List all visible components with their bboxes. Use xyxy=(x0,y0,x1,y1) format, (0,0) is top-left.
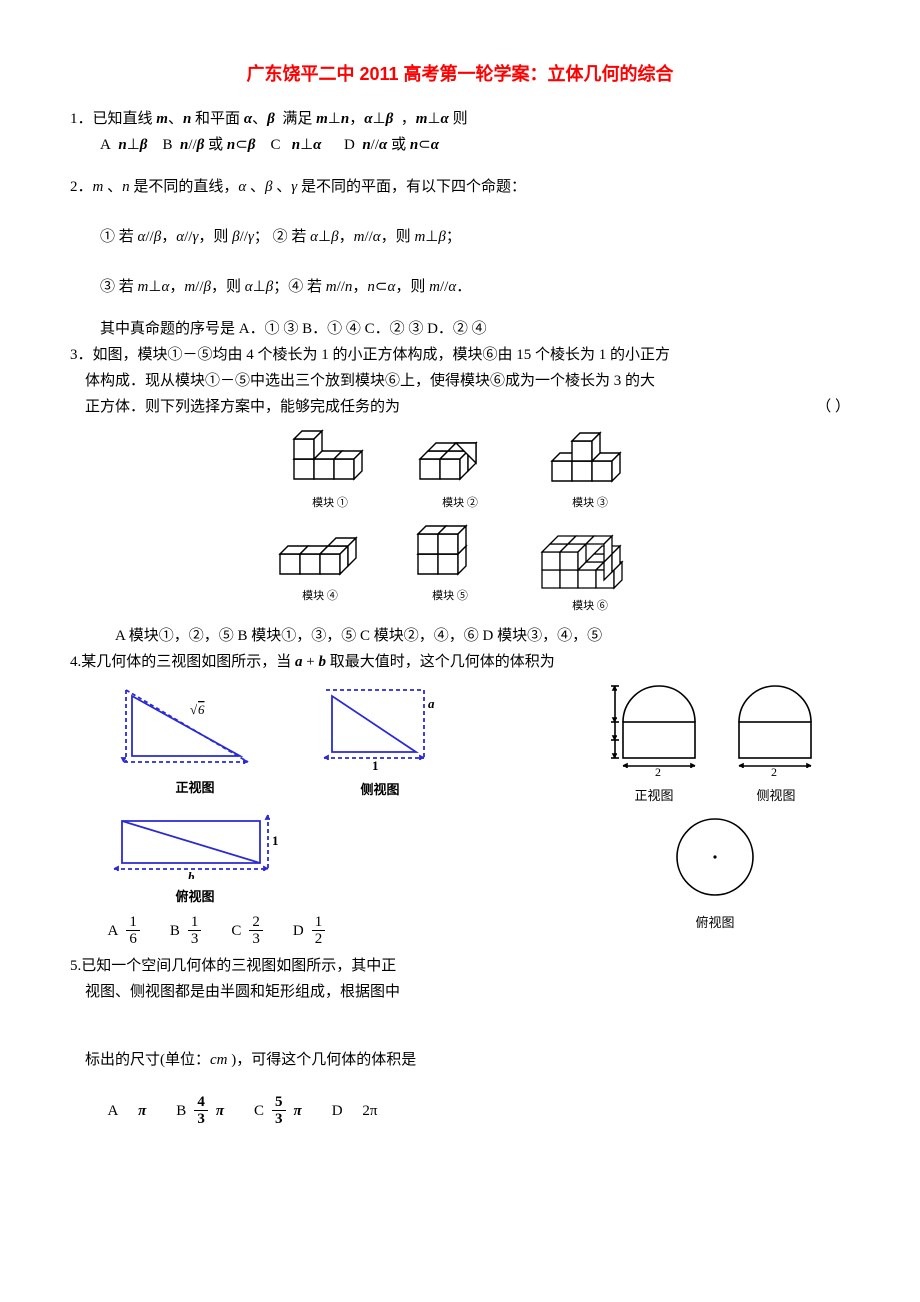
q3-line1: 3．如图，模块①－⑤均由 4 个棱长为 1 的小正方体构成，模块⑥由 15 个棱… xyxy=(70,343,850,367)
module-2-svg xyxy=(414,429,506,491)
q5-top-view: 俯视图 xyxy=(667,813,763,934)
q4-c-num: 2 xyxy=(249,914,263,932)
q4-d-den: 2 xyxy=(312,931,326,948)
module-6: 模块 ⑥ xyxy=(534,522,646,616)
module-1: 模块 ① xyxy=(284,429,376,513)
q4-a-num: 1 xyxy=(126,914,140,932)
q5-line2: 视图、侧视图都是由半圆和矩形组成，根据图中 xyxy=(70,980,580,1004)
q5-side-label: 侧视图 xyxy=(721,786,831,807)
q5-line3: 标出的尺寸(单位：cm )，可得这个几何体的体积是 xyxy=(70,1048,850,1072)
q5-c-num: 5 xyxy=(272,1094,286,1112)
q5-opt-a: A xyxy=(108,1099,119,1123)
q5-opt-c: C xyxy=(254,1099,264,1123)
q4-top-view: b 1 俯视图 xyxy=(110,809,280,908)
q2-prop1: ① 若 α//β，α//γ，则 β//γ； ② 若 α⊥β，m//α，则 m⊥β… xyxy=(70,225,850,249)
q3-line3-text: 正方体．则下列选择方案中，能够完成任务的为 xyxy=(85,395,400,419)
q4-opt-d: D xyxy=(293,919,304,943)
q4-a-den: 6 xyxy=(126,931,140,948)
module-5-label: 模块 ⑤ xyxy=(432,588,468,606)
q4-side-label: 侧视图 xyxy=(320,780,440,801)
q3-line2: 体构成．现从模块①－⑤中选出三个放到模块⑥上，使得模块⑥成为一个棱长为 3 的大 xyxy=(70,369,850,393)
q4-one-label-top: 1 xyxy=(272,833,279,848)
q4-options: A 16 B 13 C 23 D 12 xyxy=(70,914,580,948)
module-5-svg xyxy=(404,522,496,584)
q3-line3: 正方体．则下列选择方案中，能够完成任务的为 （ ） xyxy=(70,395,850,419)
page-title: 广东饶平二中 2011 高考第一轮学案：立体几何的综合 xyxy=(70,60,850,89)
q5-options: A π B 43π C 53π D 2π xyxy=(70,1094,850,1128)
q4-one-label: 1 xyxy=(372,758,379,772)
q3-options: A 模块①，②，⑤ B 模块①，③，⑤ C 模块②，④，⑥ D 模块③，④，⑤ xyxy=(70,624,850,648)
q5-front-label: 正视图 xyxy=(599,786,709,807)
module-3-svg xyxy=(544,429,636,491)
q4-c-den: 3 xyxy=(249,931,263,948)
q5-b-num: 4 xyxy=(194,1094,208,1112)
module-3: 模块 ③ xyxy=(544,429,636,513)
module-1-svg xyxy=(284,429,376,491)
module-6-svg xyxy=(534,522,646,594)
module-5: 模块 ⑤ xyxy=(404,522,496,616)
q3-modules-row1: 模块 ① 模块 ② 模块 ③ xyxy=(70,429,850,513)
q5-b-suf: π xyxy=(216,1099,224,1123)
q4-opt-b: B xyxy=(170,919,180,943)
q5-views: 2 正视图 2 侧视图 俯视图 xyxy=(580,676,850,934)
q4-sqrt6: √ xyxy=(190,702,198,717)
q5-line1: 5.已知一个空间几何体的三视图如图所示，其中正 xyxy=(70,954,580,978)
q4-front-label: 正视图 xyxy=(110,778,280,799)
q5-opt-b: B xyxy=(176,1099,186,1123)
module-4: 模块 ④ xyxy=(274,522,366,616)
q1-stem: 1．已知直线 m、n 和平面 α、β 满足 m⊥n，α⊥β ，m⊥α 则 xyxy=(70,107,850,131)
module-1-label: 模块 ① xyxy=(312,495,348,513)
q4-d-num: 1 xyxy=(312,914,326,932)
q5-side-view: 2 侧视图 xyxy=(721,676,831,807)
q5-dim2-side: 2 xyxy=(771,765,777,776)
module-2-label: 模块 ② xyxy=(442,495,478,513)
q5-top-label: 俯视图 xyxy=(667,913,763,934)
module-4-svg xyxy=(274,522,366,584)
q3-paren: （ ） xyxy=(816,395,850,419)
module-3-label: 模块 ③ xyxy=(572,495,608,513)
q2-answer-line: 其中真命题的序号是 A．① ③ B．① ④ C．② ③ D．② ④ xyxy=(70,317,850,341)
module-2: 模块 ② xyxy=(414,429,506,513)
q2-prop2: ③ 若 m⊥α，m//β，则 α⊥β；④ 若 m//n，n⊂α，则 m//α． xyxy=(70,275,850,299)
q4-top-label: 俯视图 xyxy=(110,887,280,908)
svg-text:6: 6 xyxy=(198,702,205,717)
module-4-label: 模块 ④ xyxy=(302,588,338,606)
q4-front-view: √ 6 正视图 xyxy=(110,682,280,799)
title-text: 广东饶平二中 2011 高考第一轮学案：立体几何的综合 xyxy=(246,64,673,84)
q5-front-view: 2 正视图 xyxy=(599,676,709,807)
q4-views: √ 6 正视图 b 1 俯视图 xyxy=(110,682,580,908)
q5-c-den: 3 xyxy=(272,1111,286,1128)
q4-side-view: a 1 侧视图 xyxy=(320,682,440,801)
q5-dim2-front: 2 xyxy=(655,765,661,776)
q5-opt-d: D xyxy=(332,1099,343,1123)
q1-options: A n⊥β B n//β 或 n⊂β C n⊥α D n//α 或 n⊂α xyxy=(70,133,850,157)
q4-a-label: a xyxy=(428,696,435,711)
q5-a-text: π xyxy=(138,1099,146,1123)
q3-modules-row2: 模块 ④ 模块 ⑤ xyxy=(70,522,850,616)
q5-d-text: 2π xyxy=(362,1099,377,1123)
q5-b-den: 3 xyxy=(194,1111,208,1128)
q4-b-label: b xyxy=(188,869,195,879)
q4-b-den: 3 xyxy=(188,931,202,948)
q4-b-num: 1 xyxy=(188,914,202,932)
q4-opt-c: C xyxy=(231,919,241,943)
q5-c-suf: π xyxy=(294,1099,302,1123)
q2-stem: 2．m 、n 是不同的直线，α 、β 、γ 是不同的平面，有以下四个命题： xyxy=(70,175,850,199)
module-6-label: 模块 ⑥ xyxy=(572,598,608,616)
q4-opt-a: A xyxy=(108,919,119,943)
q4-stem: 4.某几何体的三视图如图所示，当 a + b 取最大值时，这个几何体的体积为 xyxy=(70,650,850,674)
